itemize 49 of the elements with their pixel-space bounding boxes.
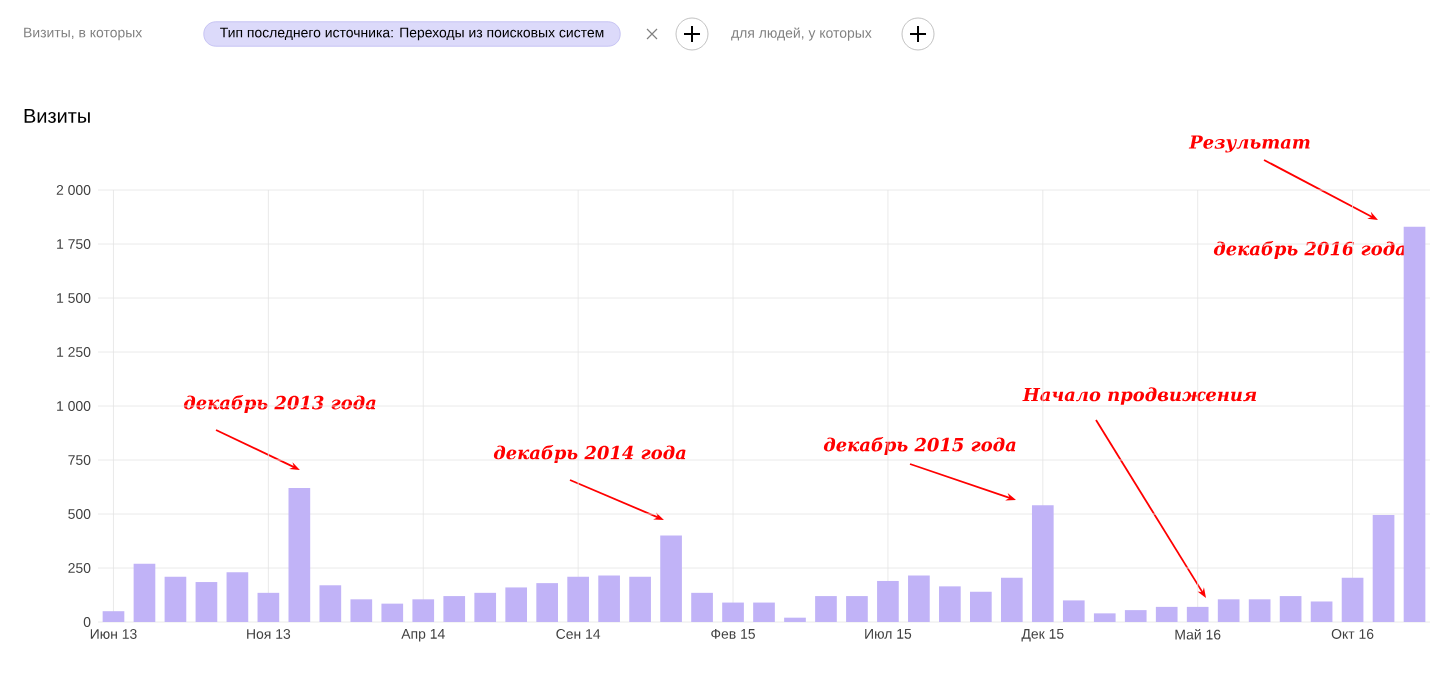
bar xyxy=(1279,596,1302,622)
bar xyxy=(908,575,930,622)
bar xyxy=(195,582,218,622)
bar xyxy=(629,576,651,622)
bar xyxy=(443,596,466,622)
annotation: Начало продвижения xyxy=(1022,387,1257,405)
bar xyxy=(970,591,992,622)
bar xyxy=(350,599,373,622)
bar xyxy=(1062,600,1085,622)
bar xyxy=(133,563,156,622)
bar xyxy=(660,535,682,622)
bar xyxy=(691,592,713,622)
annotation: декабрь 2016 года xyxy=(1213,241,1406,259)
bar xyxy=(1186,606,1209,622)
bar xyxy=(257,592,280,622)
bar xyxy=(505,587,528,622)
bar xyxy=(722,602,744,622)
bar xyxy=(319,585,342,622)
annotation: декабрь 2013 года xyxy=(183,395,376,413)
bar xyxy=(815,596,837,622)
bar xyxy=(1000,577,1023,622)
bar xyxy=(1093,613,1116,622)
bar xyxy=(1155,606,1178,622)
annotation: декабрь 2015 года xyxy=(823,437,1016,455)
bar xyxy=(846,596,868,622)
bar xyxy=(1248,599,1271,622)
bar xyxy=(1124,610,1147,622)
bar xyxy=(1310,601,1333,622)
chart-title: Визиты xyxy=(24,109,90,123)
bar xyxy=(536,583,559,622)
bar xyxy=(1341,577,1364,622)
bar xyxy=(474,592,497,622)
text: Результат xyxy=(1188,135,1310,153)
bar xyxy=(1217,599,1240,622)
bar xyxy=(877,580,899,622)
bar xyxy=(102,611,125,622)
bar xyxy=(381,603,404,622)
bar xyxy=(1031,505,1054,622)
bar xyxy=(226,572,249,622)
bar xyxy=(164,576,187,622)
annotation: декабрь 2014 года xyxy=(493,445,686,463)
bar xyxy=(412,599,435,622)
bar xyxy=(288,488,311,622)
bar xyxy=(598,575,620,622)
bar xyxy=(1372,515,1395,622)
bar xyxy=(1403,226,1426,622)
bar xyxy=(939,586,961,622)
bar xyxy=(753,602,775,622)
bar xyxy=(567,576,589,622)
